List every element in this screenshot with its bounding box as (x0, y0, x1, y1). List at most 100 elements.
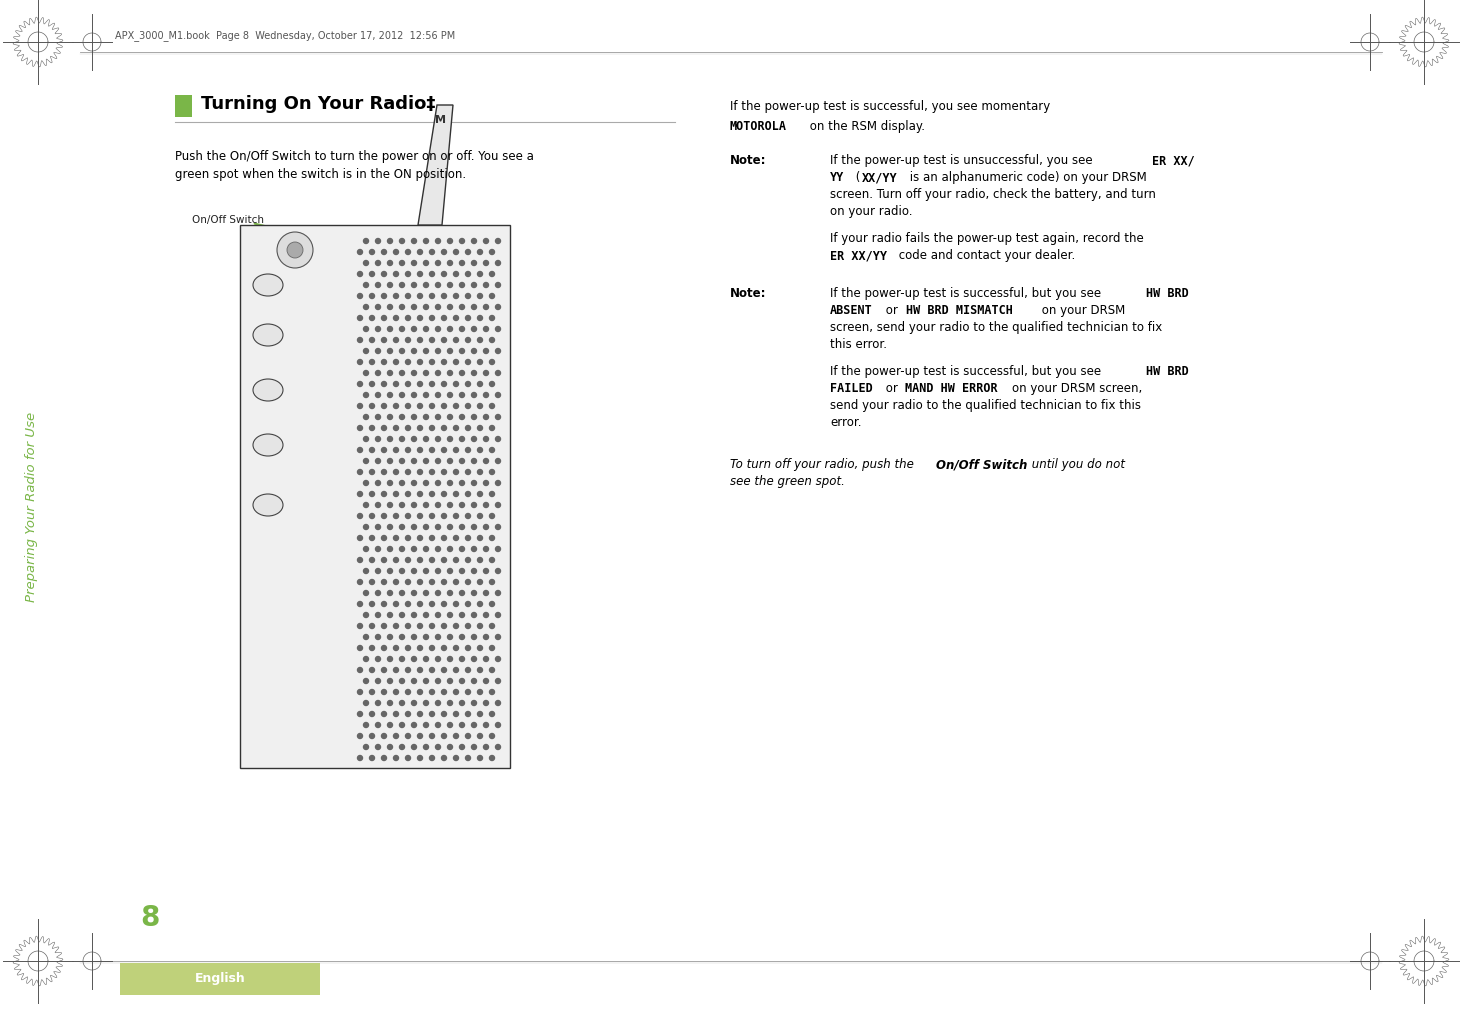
Text: on your radio.: on your radio. (830, 205, 912, 218)
Circle shape (490, 733, 494, 738)
Text: (: ( (852, 171, 860, 184)
Circle shape (472, 568, 477, 573)
Circle shape (459, 546, 465, 551)
Circle shape (370, 271, 374, 277)
Circle shape (387, 525, 392, 530)
Circle shape (453, 425, 459, 431)
Circle shape (472, 392, 477, 397)
Circle shape (387, 305, 392, 310)
Circle shape (405, 315, 411, 320)
Circle shape (376, 634, 380, 639)
Circle shape (418, 382, 423, 387)
Circle shape (459, 326, 465, 331)
Circle shape (424, 480, 428, 485)
Circle shape (376, 480, 380, 485)
Circle shape (430, 579, 434, 585)
Circle shape (465, 360, 471, 365)
Circle shape (418, 315, 423, 320)
Circle shape (472, 437, 477, 442)
Circle shape (478, 448, 482, 453)
Circle shape (447, 480, 453, 485)
Circle shape (472, 305, 477, 310)
Circle shape (411, 371, 417, 376)
Circle shape (430, 403, 434, 408)
Circle shape (490, 315, 494, 320)
Circle shape (393, 690, 399, 695)
Circle shape (478, 425, 482, 431)
Circle shape (382, 514, 386, 519)
Circle shape (442, 491, 446, 496)
Circle shape (358, 360, 363, 365)
Circle shape (490, 337, 494, 342)
Circle shape (442, 645, 446, 650)
Circle shape (442, 514, 446, 519)
Circle shape (442, 360, 446, 365)
Circle shape (376, 591, 380, 596)
Circle shape (496, 371, 500, 376)
Circle shape (393, 249, 399, 254)
Circle shape (442, 294, 446, 299)
Circle shape (376, 613, 380, 618)
Circle shape (399, 260, 405, 265)
Circle shape (496, 437, 500, 442)
Circle shape (465, 602, 471, 607)
Circle shape (418, 425, 423, 431)
Circle shape (465, 337, 471, 342)
Circle shape (447, 679, 453, 684)
Circle shape (436, 260, 440, 265)
Circle shape (447, 745, 453, 750)
Circle shape (399, 480, 405, 485)
Circle shape (478, 756, 482, 761)
Circle shape (490, 271, 494, 277)
Circle shape (484, 502, 488, 508)
Circle shape (472, 283, 477, 288)
Circle shape (376, 546, 380, 551)
Circle shape (399, 502, 405, 508)
Circle shape (490, 645, 494, 650)
Circle shape (370, 403, 374, 408)
Circle shape (411, 480, 417, 485)
Circle shape (382, 360, 386, 365)
Circle shape (496, 238, 500, 243)
Circle shape (405, 623, 411, 628)
Circle shape (436, 591, 440, 596)
Circle shape (496, 722, 500, 727)
Circle shape (447, 260, 453, 265)
Text: XX/YY: XX/YY (863, 171, 898, 184)
Circle shape (436, 348, 440, 354)
Circle shape (358, 514, 363, 519)
Circle shape (478, 249, 482, 254)
Circle shape (478, 271, 482, 277)
Circle shape (418, 557, 423, 562)
Circle shape (430, 425, 434, 431)
Circle shape (496, 656, 500, 661)
Circle shape (472, 701, 477, 705)
Circle shape (430, 602, 434, 607)
Circle shape (442, 536, 446, 541)
Circle shape (399, 305, 405, 310)
Circle shape (447, 568, 453, 573)
Circle shape (453, 579, 459, 585)
Text: YY: YY (830, 171, 844, 184)
Circle shape (472, 238, 477, 243)
Circle shape (478, 602, 482, 607)
Circle shape (393, 536, 399, 541)
Circle shape (424, 392, 428, 397)
Circle shape (370, 645, 374, 650)
Circle shape (405, 425, 411, 431)
Circle shape (418, 271, 423, 277)
Circle shape (490, 536, 494, 541)
Circle shape (447, 305, 453, 310)
Circle shape (496, 480, 500, 485)
Circle shape (387, 502, 392, 508)
Circle shape (387, 656, 392, 661)
Circle shape (453, 690, 459, 695)
Circle shape (484, 437, 488, 442)
Circle shape (411, 437, 417, 442)
Circle shape (405, 733, 411, 738)
Circle shape (453, 360, 459, 365)
Circle shape (442, 271, 446, 277)
Circle shape (370, 536, 374, 541)
Circle shape (490, 514, 494, 519)
Circle shape (430, 337, 434, 342)
